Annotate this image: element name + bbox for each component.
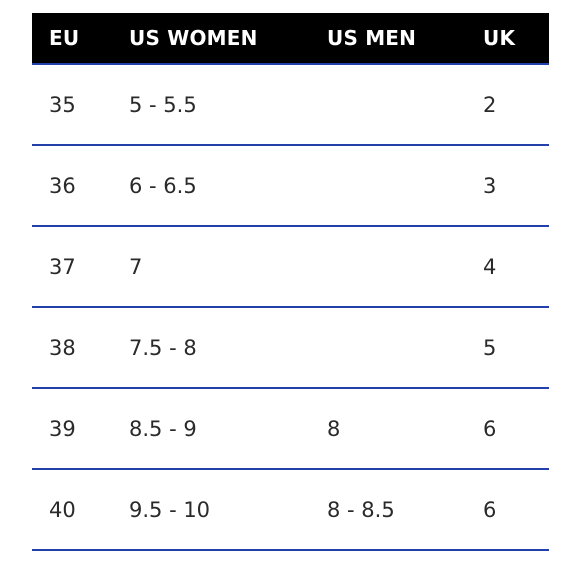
cell-uk: 5 (483, 307, 549, 388)
header-us-men: US MEN (327, 13, 483, 64)
cell-eu: 39 (32, 388, 129, 469)
cell-uk: 3 (483, 145, 549, 226)
cell-us-women: 6 - 6.5 (129, 145, 327, 226)
cell-us-women: 8.5 - 9 (129, 388, 327, 469)
cell-us-men (327, 307, 483, 388)
table-header-row: EU US WOMEN US MEN UK (32, 13, 549, 64)
table-row: 37 7 4 (32, 226, 549, 307)
cell-us-women: 7 (129, 226, 327, 307)
cell-eu: 35 (32, 64, 129, 145)
table-row: 36 6 - 6.5 3 (32, 145, 549, 226)
table-row: 39 8.5 - 9 8 6 (32, 388, 549, 469)
cell-us-women: 9.5 - 10 (129, 469, 327, 550)
table-row: 38 7.5 - 8 5 (32, 307, 549, 388)
header-uk: UK (483, 13, 549, 64)
cell-us-men: 8 (327, 388, 483, 469)
cell-us-women: 5 - 5.5 (129, 64, 327, 145)
size-conversion-table: EU US WOMEN US MEN UK 35 5 - 5.5 2 36 6 … (32, 13, 549, 551)
cell-eu: 37 (32, 226, 129, 307)
cell-us-women: 7.5 - 8 (129, 307, 327, 388)
table-row: 35 5 - 5.5 2 (32, 64, 549, 145)
cell-eu: 38 (32, 307, 129, 388)
cell-uk: 2 (483, 64, 549, 145)
cell-us-men (327, 226, 483, 307)
cell-us-men (327, 145, 483, 226)
cell-us-men: 8 - 8.5 (327, 469, 483, 550)
header-eu: EU (32, 13, 129, 64)
cell-uk: 6 (483, 388, 549, 469)
table-row: 40 9.5 - 10 8 - 8.5 6 (32, 469, 549, 550)
cell-eu: 36 (32, 145, 129, 226)
cell-uk: 4 (483, 226, 549, 307)
cell-eu: 40 (32, 469, 129, 550)
header-us-women: US WOMEN (129, 13, 327, 64)
cell-uk: 6 (483, 469, 549, 550)
cell-us-men (327, 64, 483, 145)
